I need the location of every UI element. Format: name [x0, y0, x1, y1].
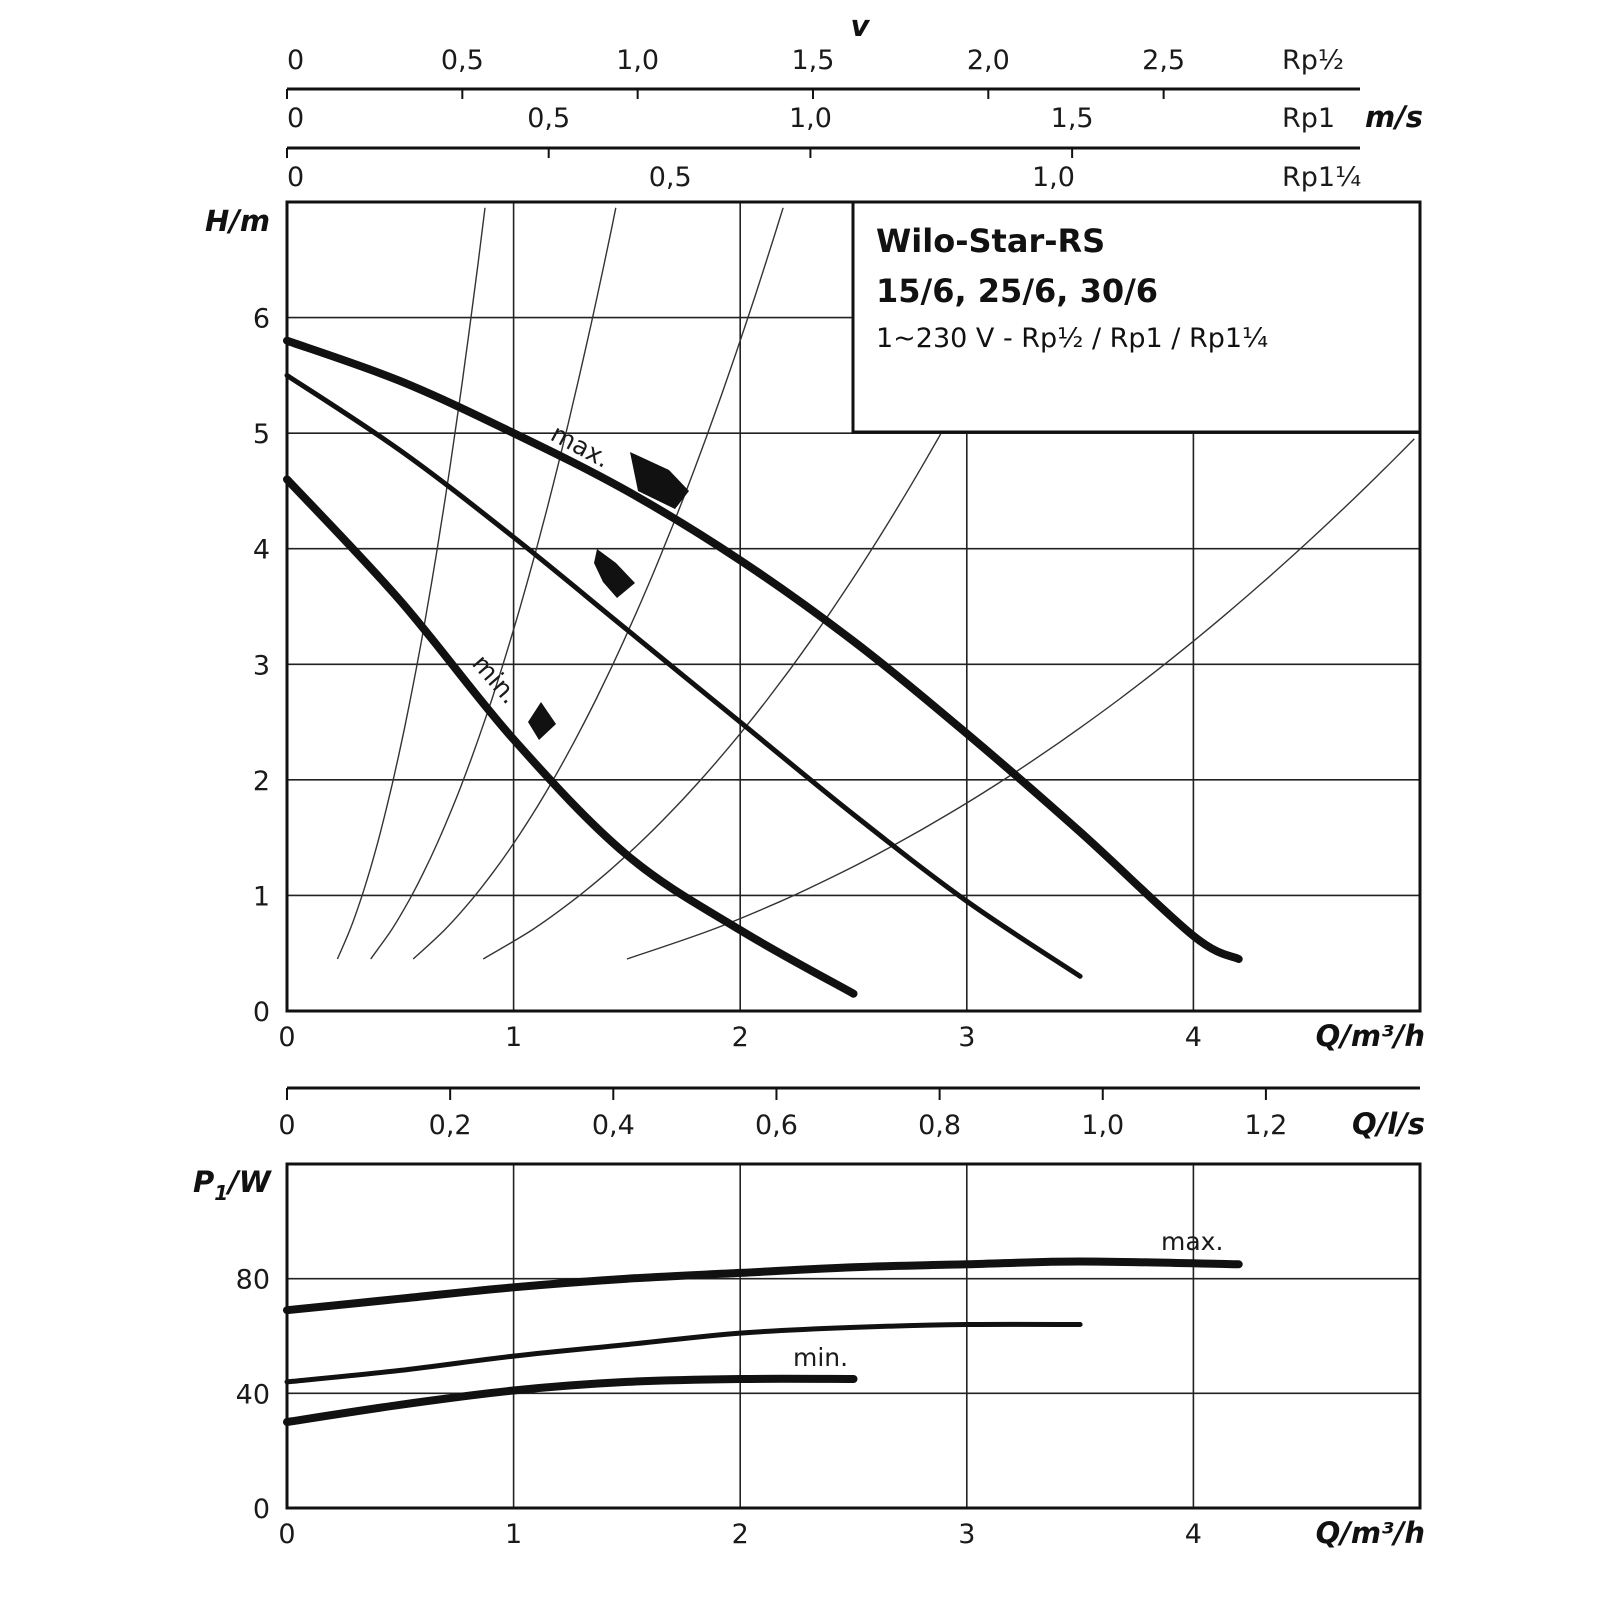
info-box: [851, 200, 1422, 434]
x-tick-label: 0: [278, 1519, 295, 1550]
head-curve-mid: [284, 372, 1083, 979]
velocity-axes: v 0 0,5 1,0 1,5 2,0 2,5 Rp½ 0 0,5 1,0 1,5 Rp1 0 0,5 1,0…: [286, 9, 1423, 193]
flow-ls-tick-label: 0,4: [592, 1110, 635, 1141]
flow-ls-tick-label: 0,8: [918, 1110, 961, 1141]
velocity-tick-label: 1,5: [792, 45, 835, 76]
velocity-tick-label: 0,5: [527, 103, 570, 134]
x-tick-label: 3: [958, 1519, 975, 1550]
power-label-max: max.: [1161, 1227, 1223, 1256]
y-axis-title: H/m: [205, 204, 270, 238]
velocity-tick-label: 2,5: [1142, 45, 1185, 76]
x-tick-label: 1: [505, 1519, 522, 1550]
flow-ls-title: Q/l/s: [1352, 1107, 1425, 1141]
velocity-tick-label: 0: [287, 45, 304, 76]
head-panel: 0 1 2 3 4 5 6 0 1 2 3 4 Wilo-Star-RS 15/6, 25/6, 30/6…: [205, 200, 1425, 1053]
system-curve: [626, 438, 1415, 960]
head-curve-min: [283, 475, 858, 998]
x-tick-label: 2: [732, 1519, 749, 1550]
flow-ls-tick-label: 0,6: [755, 1110, 798, 1141]
info-title: Wilo-Star-RS: [876, 222, 1105, 260]
velocity-unit: m/s: [1365, 100, 1423, 134]
flow-ls-tick-label: 1,2: [1244, 1110, 1287, 1141]
velocity-tick-label: 0,5: [649, 162, 692, 193]
head-curve-max: [283, 336, 1243, 963]
marker-min: [528, 702, 556, 740]
marker-mid: [594, 549, 635, 598]
x-tick-label: 4: [1185, 1022, 1202, 1053]
system-curve: [336, 207, 486, 960]
x-tick-label: 2: [732, 1022, 749, 1053]
y-tick-label: 3: [253, 650, 270, 681]
flow-ls-tick-label: 0,2: [429, 1110, 472, 1141]
system-curve: [412, 207, 784, 960]
power-plot-frame: [285, 1162, 1422, 1510]
power-label-min: min.: [793, 1343, 848, 1372]
velocity-tick-label: 2,0: [967, 45, 1010, 76]
pipe-size-label: Rp1: [1282, 103, 1335, 134]
power-y-title-unit: /W: [225, 1165, 273, 1199]
power-y-title-sub: 1: [214, 1181, 228, 1205]
y-tick-label: 40: [236, 1379, 270, 1410]
info-spec: 1~230 V - Rp½ / Rp1 / Rp1¼: [876, 323, 1268, 354]
pipe-size-label: Rp1¼: [1282, 162, 1361, 193]
power-curve-min: [283, 1374, 858, 1426]
flow-ls-tick-label: 0: [278, 1110, 295, 1141]
power-curve-mid: [284, 1321, 1083, 1385]
flow-ls-axis: 0 0,2 0,4 0,6 0,8 1,0 1,2 Q/l/s: [278, 1086, 1425, 1141]
x-axis-title: Q/m³/h: [1316, 1516, 1425, 1550]
y-tick-label: 1: [253, 881, 270, 912]
velocity-tick-label: 1,0: [616, 45, 659, 76]
y-tick-label: 0: [253, 1494, 270, 1525]
pipe-size-label: Rp½: [1282, 45, 1344, 76]
x-tick-label: 1: [505, 1022, 522, 1053]
velocity-tick-label: 1,0: [789, 103, 832, 134]
flow-ls-tick-label: 1,0: [1081, 1110, 1124, 1141]
y-tick-label: 5: [253, 419, 270, 450]
velocity-title: v: [851, 9, 871, 43]
x-tick-label: 4: [1185, 1519, 1202, 1550]
velocity-tick-label: 0: [287, 103, 304, 134]
y-tick-label: 80: [236, 1265, 270, 1296]
system-curve: [370, 207, 617, 960]
y-tick-label: 0: [253, 997, 270, 1028]
power-curve-max: [283, 1257, 1243, 1315]
velocity-tick-label: 0: [287, 162, 304, 193]
head-plot-frame: [285, 200, 1422, 1013]
info-models: 15/6, 25/6, 30/6: [876, 272, 1158, 310]
power-y-title-main: P: [193, 1165, 214, 1199]
power-y-title: P1/W: [193, 1165, 273, 1205]
x-tick-label: 0: [278, 1022, 295, 1053]
y-tick-label: 6: [253, 304, 270, 335]
y-tick-label: 4: [253, 535, 270, 566]
velocity-tick-label: 1,0: [1032, 162, 1075, 193]
velocity-tick-label: 0,5: [441, 45, 484, 76]
velocity-tick-label: 1,5: [1051, 103, 1094, 134]
x-axis-title: Q/m³/h: [1316, 1019, 1425, 1053]
x-tick-label: 3: [958, 1022, 975, 1053]
y-tick-label: 2: [253, 766, 270, 797]
curve-label-min: min.: [466, 649, 524, 710]
marker-max: [630, 452, 689, 509]
